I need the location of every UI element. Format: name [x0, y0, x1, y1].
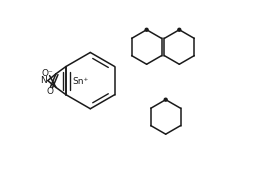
Circle shape [145, 28, 148, 31]
Text: N: N [40, 76, 47, 85]
Text: Sn⁺: Sn⁺ [73, 76, 89, 86]
Circle shape [164, 98, 167, 101]
Text: O: O [46, 87, 53, 96]
Circle shape [178, 28, 181, 31]
Text: O⁻: O⁻ [41, 69, 53, 78]
